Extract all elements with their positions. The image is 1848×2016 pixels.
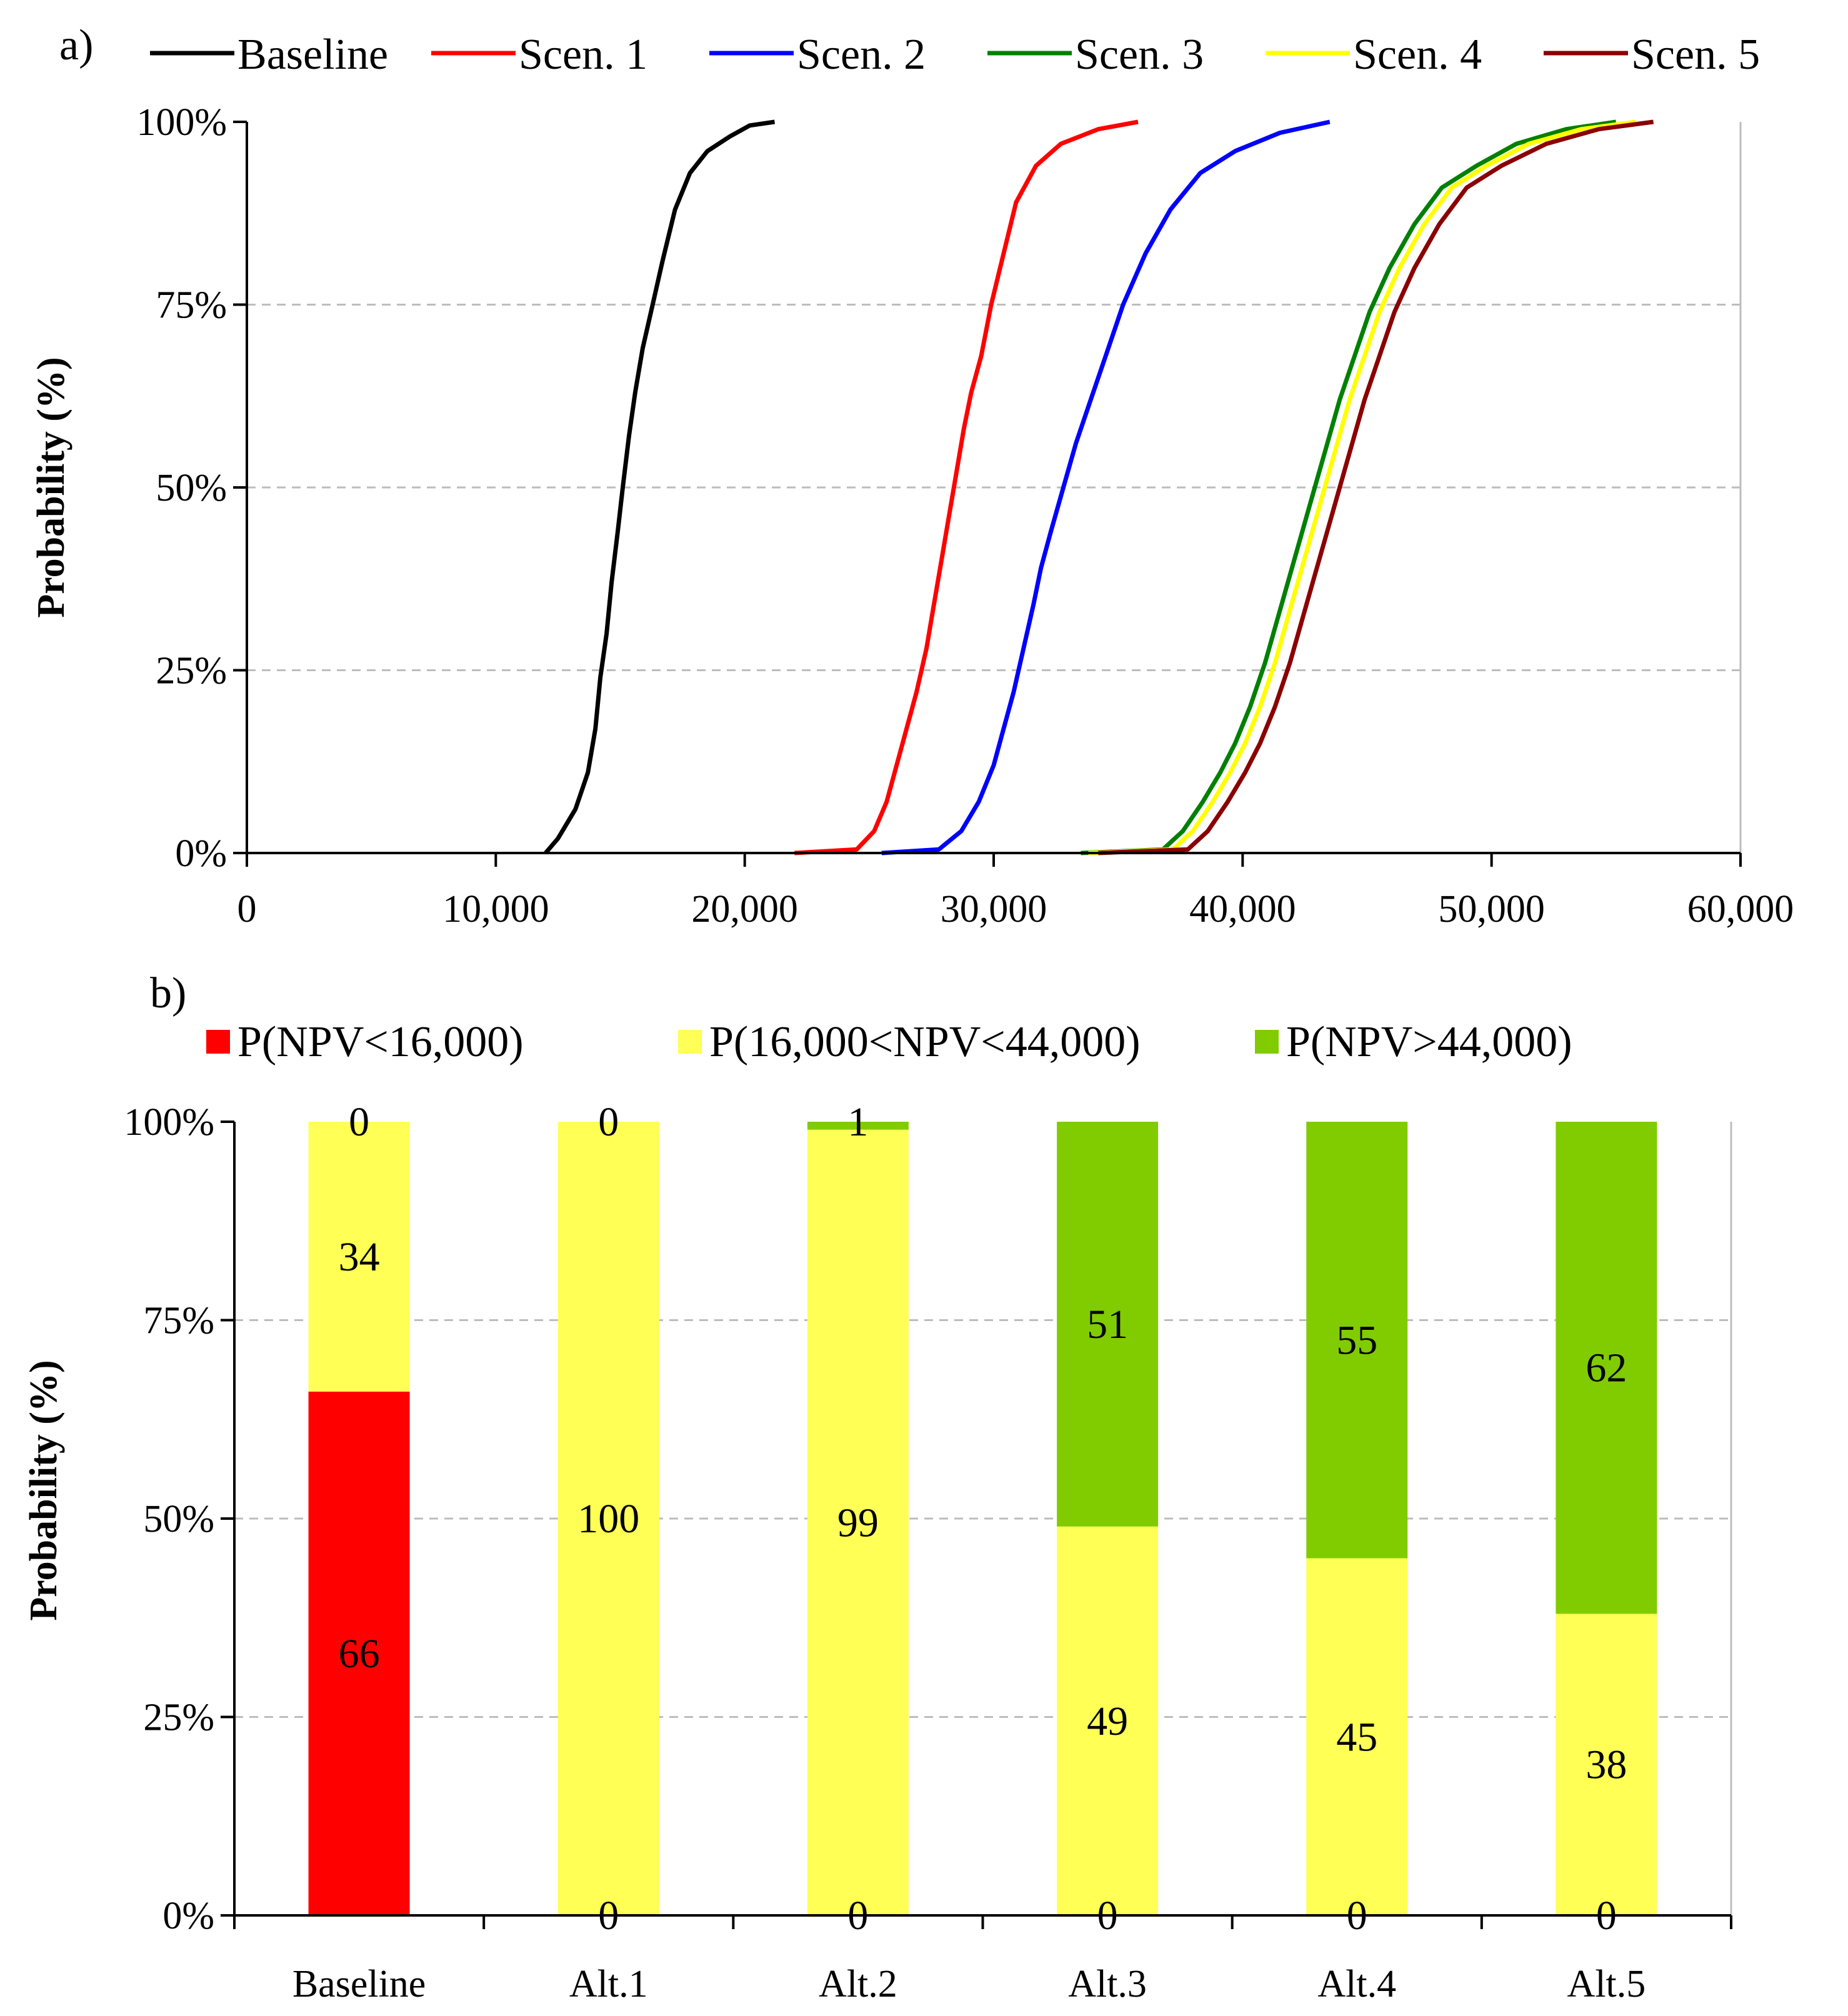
data-label-baseline-p-npv-44-000: 0 bbox=[349, 1099, 369, 1145]
panel-b-y-tick-label: 0% bbox=[162, 1895, 214, 1937]
legend-label-scen-2: Scen. 2 bbox=[797, 31, 926, 79]
panel-b-y-tick-label: 100% bbox=[124, 1101, 214, 1144]
series-line-scen-4 bbox=[1088, 119, 1637, 856]
data-label-alt-3-p-16-000-npv-44-000: 49 bbox=[1087, 1699, 1128, 1744]
data-label-alt-5-p-16-000-npv-44-000: 38 bbox=[1586, 1742, 1627, 1788]
data-label-alt-2-p-npv-44-000: 1 bbox=[847, 1099, 868, 1145]
panel-a-x-tick-label: 10,000 bbox=[442, 888, 549, 931]
panel-b-y-tick-label: 25% bbox=[143, 1697, 214, 1739]
panel-a-x-tick-label: 50,000 bbox=[1438, 888, 1545, 931]
bar-segment-alt-2-p-npv-44-000 bbox=[807, 1122, 909, 1130]
bar-segment-alt-5-p-npv-44-000 bbox=[1556, 1122, 1657, 1614]
category-label-alt-2: Alt.2 bbox=[819, 1963, 897, 2005]
bar-segment-alt-4-p-16-000-npv-44-000 bbox=[1306, 1558, 1408, 1915]
panel-b-legend: P(NPV<16,000) P(16,000<NPV<44,000) P(NPV>4… bbox=[206, 1018, 1572, 1066]
legend-label-scen-1: Scen. 1 bbox=[519, 31, 647, 79]
panel-a-cdf-chart: a) Baseline Scen. 1 Scen. 2 Scen. 3 Scen. 4 S… bbox=[30, 21, 1794, 931]
data-label-alt-1-p-16-000-npv-44-000: 100 bbox=[577, 1496, 639, 1542]
category-label-alt-4: Alt.4 bbox=[1317, 1963, 1396, 2005]
data-label-alt-4-p-npv-44-000: 55 bbox=[1336, 1317, 1377, 1363]
panel-a-x-tick-label: 0 bbox=[237, 888, 257, 931]
panel-b-gridlines bbox=[234, 1319, 1731, 1718]
legend-swatch-p-npv-16-000 bbox=[206, 1030, 230, 1054]
panel-a-x-tick-label: 40,000 bbox=[1189, 888, 1296, 931]
series-line-scen-2 bbox=[881, 119, 1331, 856]
data-label-alt-1-p-npv-44-000: 0 bbox=[598, 1099, 619, 1145]
panel-a-y-tick-label: 75% bbox=[156, 284, 227, 327]
panel-a-label: a) bbox=[59, 21, 93, 69]
panel-b-y-tick-label: 75% bbox=[143, 1300, 214, 1342]
bar-segment-baseline-p-npv-16-000 bbox=[308, 1391, 410, 1915]
bar-segment-alt-5-p-16-000-npv-44-000 bbox=[1556, 1614, 1657, 1915]
panel-a-y-axis-label: Probability (%) bbox=[30, 357, 72, 617]
data-label-alt-2-p-16-000-npv-44-000: 99 bbox=[837, 1500, 879, 1545]
panel-b-y-axis-label: Probability (%) bbox=[22, 1360, 65, 1620]
panel-b-stacked-bar-chart: b) P(NPV<16,000) P(16,000<NPV<44,000) P(NP… bbox=[22, 969, 1732, 2005]
panel-a-y-tick-label: 100% bbox=[136, 101, 227, 144]
legend-label-baseline: Baseline bbox=[237, 31, 388, 79]
data-label-alt-5-p-npv-44-000: 62 bbox=[1586, 1345, 1627, 1391]
panel-b-axes: 0% 25% 50% 75% 100% Baseline Alt.1 Alt.2 Alt.3 Al… bbox=[124, 1101, 1732, 2005]
panel-a-y-tick-label: 50% bbox=[156, 467, 227, 509]
panel-a-y-tick-label: 0% bbox=[175, 832, 227, 875]
legend-label-scen-3: Scen. 3 bbox=[1075, 31, 1204, 79]
series-line-scen-5 bbox=[1098, 119, 1654, 856]
panel-a-axes: 0% 25% 50% 75% 100% 0 10,000 20,000 30,000 40,000… bbox=[136, 101, 1794, 931]
legend-label-p-npv-16-000: P(NPV<16,000) bbox=[237, 1018, 524, 1066]
bar-segment-alt-4-p-npv-44-000 bbox=[1306, 1122, 1408, 1559]
panel-a-series bbox=[544, 119, 1654, 856]
category-label-alt-1: Alt.1 bbox=[569, 1963, 648, 2005]
category-label-alt-3: Alt.3 bbox=[1068, 1963, 1147, 2005]
legend-swatch-p-npv-44-000 bbox=[1255, 1030, 1279, 1054]
panel-b-y-tick-label: 50% bbox=[143, 1498, 214, 1540]
series-line-scen-3 bbox=[1081, 119, 1617, 856]
panel-a-x-tick-label: 20,000 bbox=[691, 888, 798, 931]
data-label-baseline-p-npv-16-000: 66 bbox=[339, 1631, 380, 1677]
category-label-baseline: Baseline bbox=[292, 1963, 426, 2005]
panel-a-x-tick-label: 30,000 bbox=[941, 888, 1047, 931]
panel-a-x-tick-label: 60,000 bbox=[1687, 888, 1794, 931]
category-label-alt-5: Alt.5 bbox=[1567, 1963, 1646, 2005]
panel-a-y-tick-label: 25% bbox=[156, 650, 227, 692]
bar-segment-alt-2-p-16-000-npv-44-000 bbox=[807, 1129, 909, 1915]
data-label-alt-4-p-16-000-npv-44-000: 45 bbox=[1336, 1714, 1377, 1760]
data-label-baseline-p-16-000-npv-44-000: 34 bbox=[339, 1234, 380, 1280]
panel-b-label: b) bbox=[150, 969, 186, 1017]
legend-label-p-npv-44-000: P(NPV>44,000) bbox=[1286, 1018, 1572, 1066]
data-label-alt-3-p-npv-44-000: 51 bbox=[1087, 1302, 1128, 1347]
bar-segment-alt-1-p-16-000-npv-44-000 bbox=[557, 1122, 659, 1915]
legend-label-p-16-000-npv-44-000: P(16,000<NPV<44,000) bbox=[709, 1018, 1141, 1066]
legend-label-scen-5: Scen. 5 bbox=[1631, 31, 1760, 79]
panel-a-gridlines bbox=[247, 304, 1741, 671]
series-line-scen-1 bbox=[794, 119, 1139, 856]
bar-segment-alt-3-p-npv-44-000 bbox=[1057, 1122, 1159, 1527]
panel-a-legend: Baseline Scen. 1 Scen. 2 Scen. 3 Scen. 4 Scen… bbox=[150, 31, 1760, 79]
legend-swatch-p-16-000-npv-44-000 bbox=[678, 1030, 702, 1054]
bar-segment-baseline-p-16-000-npv-44-000 bbox=[308, 1122, 410, 1392]
series-line-baseline bbox=[544, 119, 776, 855]
legend-label-scen-4: Scen. 4 bbox=[1353, 31, 1482, 79]
bar-segment-alt-3-p-16-000-npv-44-000 bbox=[1057, 1526, 1159, 1915]
